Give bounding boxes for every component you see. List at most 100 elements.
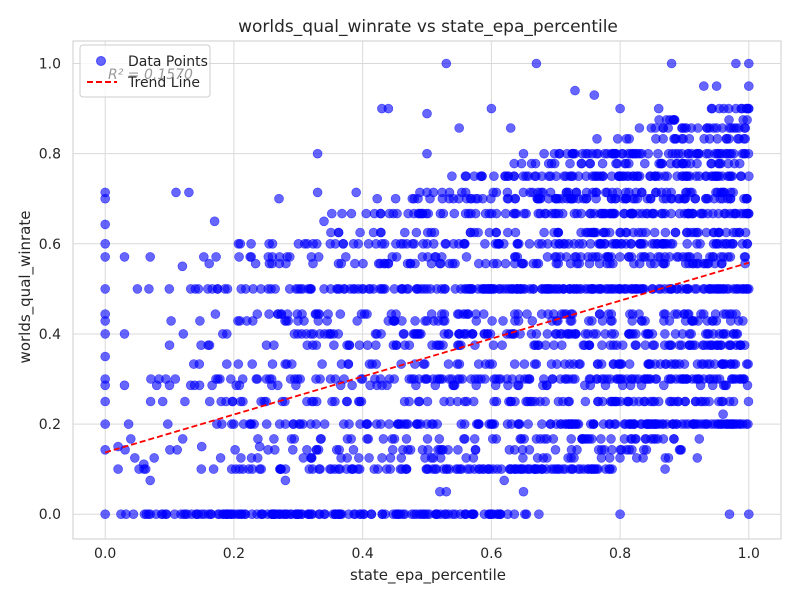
data-point xyxy=(422,148,432,159)
data-point xyxy=(307,464,318,474)
data-point xyxy=(502,419,513,429)
data-point xyxy=(401,464,412,474)
data-point xyxy=(256,464,267,474)
data-point xyxy=(246,453,257,463)
data-point xyxy=(373,464,383,474)
data-point xyxy=(653,171,664,181)
data-point xyxy=(704,396,714,407)
data-point xyxy=(486,284,497,294)
data-point xyxy=(422,374,432,384)
data-point xyxy=(587,464,598,474)
data-point xyxy=(337,208,347,219)
data-point xyxy=(440,239,451,249)
data-point xyxy=(222,359,232,369)
data-point xyxy=(470,374,480,384)
data-point xyxy=(741,193,752,204)
data-point xyxy=(126,434,136,444)
data-point xyxy=(696,359,707,369)
data-point xyxy=(417,444,428,455)
x-tick-label: 0.0 xyxy=(94,546,116,562)
data-point xyxy=(639,158,650,169)
data-point xyxy=(732,329,743,339)
data-point xyxy=(468,453,479,463)
data-point xyxy=(308,258,318,269)
data-point xyxy=(673,396,684,407)
data-point xyxy=(566,434,577,444)
data-point xyxy=(285,374,296,384)
data-point xyxy=(509,444,520,455)
data-point xyxy=(382,380,392,391)
data-point xyxy=(634,309,644,319)
data-point xyxy=(711,239,722,249)
data-point xyxy=(509,509,520,520)
data-point xyxy=(441,58,452,69)
data-point xyxy=(673,148,684,159)
data-point xyxy=(509,252,520,262)
data-point xyxy=(145,396,156,407)
data-point xyxy=(611,158,621,169)
data-point xyxy=(439,329,450,339)
data-point xyxy=(669,134,679,144)
data-point xyxy=(422,284,432,294)
data-point xyxy=(422,464,432,474)
data-point xyxy=(604,227,615,238)
data-point xyxy=(393,509,404,520)
data-point xyxy=(608,340,619,351)
data-point xyxy=(679,123,690,133)
data-point xyxy=(405,258,416,269)
data-point xyxy=(210,309,221,319)
data-point xyxy=(593,396,604,407)
data-point xyxy=(543,158,554,169)
data-point xyxy=(306,509,317,520)
data-point xyxy=(522,309,532,319)
data-point xyxy=(422,396,433,407)
data-point xyxy=(512,239,523,249)
data-point xyxy=(338,419,349,429)
data-point xyxy=(422,108,432,119)
data-point xyxy=(434,374,445,384)
data-point xyxy=(377,453,387,463)
data-point xyxy=(203,284,213,294)
data-point xyxy=(552,193,562,204)
data-point xyxy=(542,252,553,262)
data-point xyxy=(280,475,291,486)
data-point xyxy=(473,419,484,429)
data-point xyxy=(669,309,680,319)
data-point xyxy=(592,374,602,384)
data-point xyxy=(563,239,574,249)
data-point xyxy=(743,419,753,429)
data-point xyxy=(564,359,575,369)
data-point xyxy=(570,374,580,384)
data-point xyxy=(634,123,645,133)
data-point xyxy=(537,419,547,429)
data-point xyxy=(604,419,615,429)
data-point xyxy=(634,239,645,249)
data-point xyxy=(269,434,279,444)
data-point xyxy=(435,340,445,351)
data-point xyxy=(589,171,600,181)
data-point xyxy=(503,171,513,181)
data-point xyxy=(704,123,715,133)
data-point xyxy=(658,123,669,133)
data-point xyxy=(650,187,661,198)
data-point xyxy=(595,239,606,249)
data-point xyxy=(236,509,247,520)
data-point xyxy=(505,464,516,474)
data-point xyxy=(380,509,390,520)
data-point xyxy=(132,284,143,294)
data-point xyxy=(100,419,110,429)
data-point xyxy=(384,419,394,429)
data-point xyxy=(100,396,110,407)
data-point xyxy=(569,208,580,219)
y-axis-label: worlds_qual_winrate xyxy=(16,211,35,364)
data-point xyxy=(375,419,386,429)
data-point xyxy=(489,171,499,181)
data-point xyxy=(483,464,493,474)
data-point xyxy=(370,340,381,351)
legend-label-data-points: Data Points xyxy=(128,54,208,70)
data-point xyxy=(372,193,383,204)
data-point xyxy=(409,239,419,249)
data-point xyxy=(731,103,741,114)
x-tick-label: 0.2 xyxy=(223,546,245,562)
data-point xyxy=(581,193,592,204)
